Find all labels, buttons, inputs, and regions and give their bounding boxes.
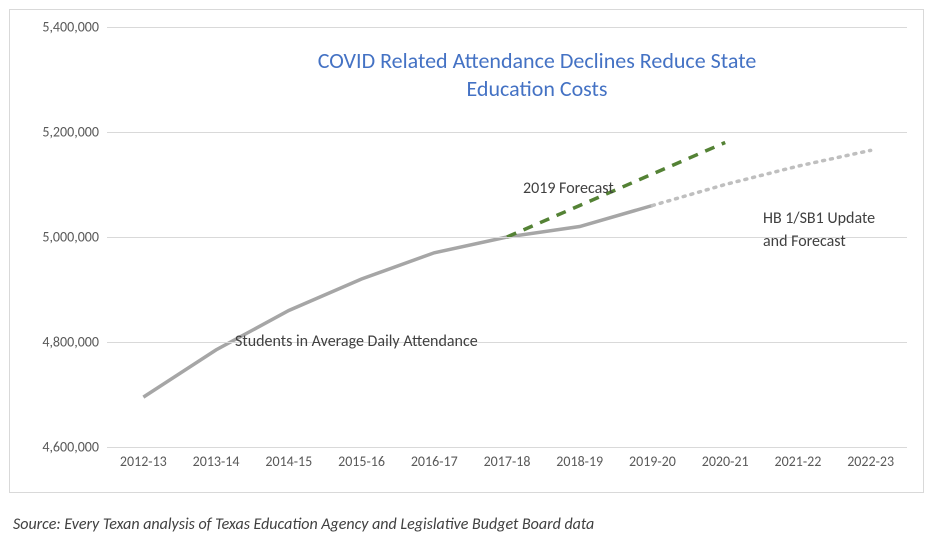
x-tick-label: 2020-21 — [702, 447, 749, 470]
x-tick-label: 2014-15 — [265, 447, 312, 470]
x-tick-label: 2021-22 — [774, 447, 821, 470]
x-tick-label: 2013-14 — [193, 447, 240, 470]
y-tick-label: 4,800,000 — [42, 334, 107, 351]
series-line — [652, 150, 870, 205]
series-line — [143, 206, 652, 398]
source-note: Source: Every Texan analysis of Texas Ed… — [13, 515, 594, 534]
y-tick-label: 5,400,000 — [42, 19, 107, 36]
chart-annotation: Students in Average Daily Attendance — [235, 332, 478, 352]
chart-annotation: and Forecast — [763, 232, 846, 252]
x-tick-label: 2015-16 — [338, 447, 385, 470]
x-tick-label: 2016-17 — [411, 447, 458, 470]
gridline — [107, 132, 907, 133]
x-tick-label: 2017-18 — [484, 447, 531, 470]
y-tick-label: 5,000,000 — [42, 229, 107, 246]
chart-annotation: HB 1/SB1 Update — [763, 209, 875, 229]
x-tick-label: 2019-20 — [629, 447, 676, 470]
x-tick-label: 2018-19 — [556, 447, 603, 470]
y-tick-label: 4,600,000 — [42, 439, 107, 456]
x-tick-label: 2022-23 — [847, 447, 894, 470]
gridline — [107, 342, 907, 343]
chart-annotation: 2019 Forecast — [523, 179, 614, 199]
x-tick-label: 2012-13 — [120, 447, 167, 470]
gridline — [107, 27, 907, 28]
chart-title: COVID Related Attendance Declines Reduce… — [177, 47, 897, 102]
y-tick-label: 5,200,000 — [42, 124, 107, 141]
